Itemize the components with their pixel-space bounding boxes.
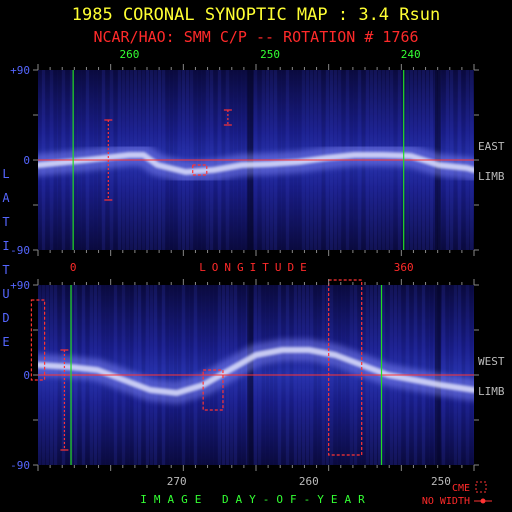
chart-subtitle: NCAR/HAO: SMM C/P -- ROTATION # 1766 — [93, 28, 419, 46]
chart-title: 1985 CORONAL SYNOPTIC MAP : 3.4 Rsun — [71, 5, 441, 25]
day-of-year-axis-label: IMAGE DAY-OF-YEAR — [140, 493, 372, 506]
top-axis-tick-label: 250 — [260, 48, 280, 61]
lat-tick-label: +90 — [10, 279, 30, 292]
latitude-side-label-letter: L — [2, 167, 9, 181]
latitude-side-label-letter: T — [2, 215, 9, 229]
legend-no-width-dot — [480, 498, 486, 504]
latitude-side-label-letter: T — [2, 263, 9, 277]
cme-box — [192, 164, 208, 176]
latitude-side-label-letter: D — [2, 311, 9, 325]
lat-tick-label: -90 — [10, 459, 30, 472]
bottom-axis-tick-label: 270 — [167, 475, 187, 488]
legend-cme-label: CME — [452, 483, 470, 494]
top-axis-tick-label: 260 — [119, 48, 139, 61]
longitude-axis-label: LONGITUDE — [199, 261, 313, 274]
lat-tick-label: 0 — [23, 369, 30, 382]
legend-cme-symbol — [475, 481, 487, 493]
lat-tick-label: +90 — [10, 64, 30, 77]
limb-label: LIMB — [478, 385, 505, 398]
limb-label: WEST — [478, 355, 505, 368]
limb-label: LIMB — [478, 170, 505, 183]
bottom-axis-tick-label: 260 — [299, 475, 319, 488]
longitude-tick-label: 0 — [70, 261, 77, 274]
latitude-side-label-letter: U — [2, 287, 9, 301]
legend-no-width-label: NO WIDTH — [422, 496, 470, 507]
cme-box — [328, 279, 363, 456]
streamer-belt-core — [38, 152, 474, 175]
streamer-belt-core — [38, 347, 474, 396]
lat-tick-label: 0 — [23, 154, 30, 167]
limb-label: EAST — [478, 140, 505, 153]
latitude-side-label-letter: I — [2, 239, 9, 253]
top-axis-tick-label: 240 — [401, 48, 421, 61]
cme-box — [30, 299, 46, 381]
latitude-side-label-letter: E — [2, 335, 9, 349]
bottom-axis-tick-label: 250 — [431, 475, 451, 488]
longitude-tick-label: 360 — [394, 261, 414, 274]
lat-tick-label: -90 — [10, 244, 30, 257]
latitude-side-label-letter: A — [2, 191, 10, 205]
